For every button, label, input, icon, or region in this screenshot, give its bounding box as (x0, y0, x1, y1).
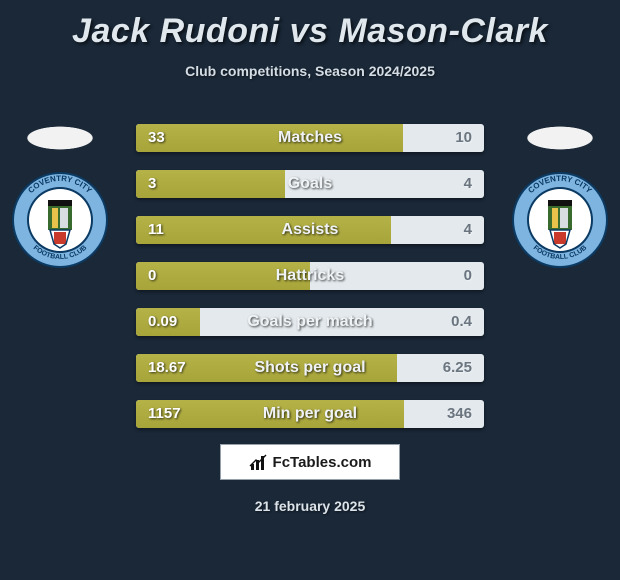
club-badge-right: COVENTRY CITY FOOTBALL CLUB (510, 170, 610, 270)
stat-row: 00Hattricks (136, 262, 484, 290)
coventry-badge-icon: COVENTRY CITY FOOTBALL CLUB (510, 170, 610, 270)
source-logo-text: FcTables.com (273, 454, 372, 471)
stat-label: Assists (136, 216, 484, 244)
player-avatar-left (10, 108, 110, 168)
coventry-badge-icon: COVENTRY CITY FOOTBALL CLUB (10, 170, 110, 270)
stat-row: 3310Matches (136, 124, 484, 152)
avatar-placeholder-icon (10, 108, 110, 168)
avatar-placeholder-icon (510, 108, 610, 168)
player-avatar-right (510, 108, 610, 168)
stat-label: Hattricks (136, 262, 484, 290)
stat-row: 114Assists (136, 216, 484, 244)
source-logo: FcTables.com (220, 444, 400, 480)
bar-chart-icon (249, 452, 269, 472)
stat-label: Shots per goal (136, 354, 484, 382)
stats-bars: 3310Matches 34Goals 114Assists 00Hattricks 0… (136, 124, 484, 446)
stat-label: Goals (136, 170, 484, 198)
stat-row: 34Goals (136, 170, 484, 198)
club-badge-left: COVENTRY CITY FOOTBALL CLUB (10, 170, 110, 270)
comparison-title: Jack Rudoni vs Mason-Clark (0, 0, 620, 51)
comparison-subtitle: Club competitions, Season 2024/2025 (0, 63, 620, 79)
stat-row: 1157346Min per goal (136, 400, 484, 428)
stat-label: Matches (136, 124, 484, 152)
stat-row: 0.090.4Goals per match (136, 308, 484, 336)
stat-label: Min per goal (136, 400, 484, 428)
comparison-date: 21 february 2025 (0, 498, 620, 514)
stat-row: 18.676.25Shots per goal (136, 354, 484, 382)
stat-label: Goals per match (136, 308, 484, 336)
